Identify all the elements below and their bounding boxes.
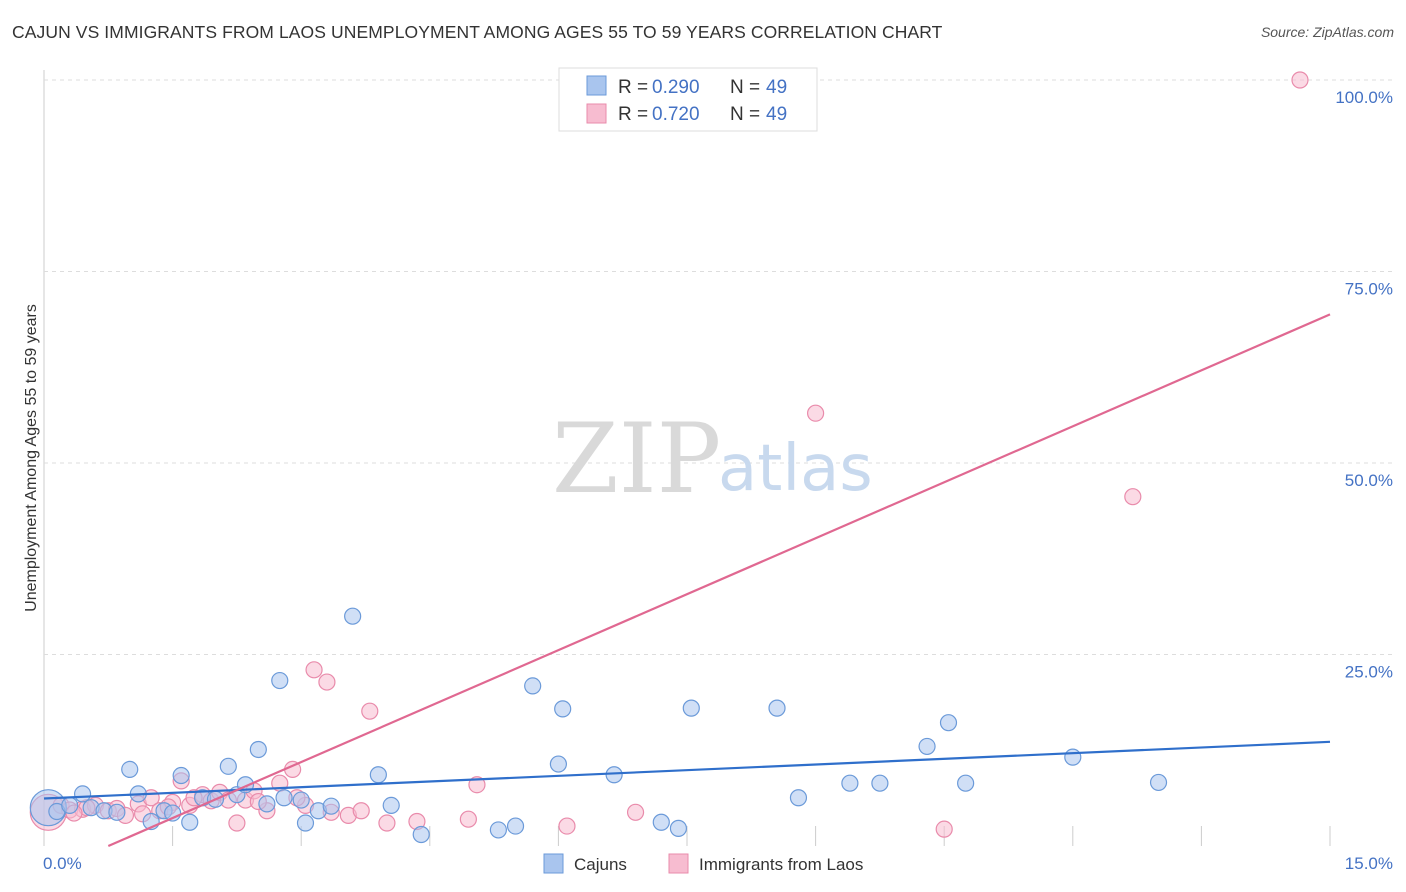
cajun-point-47 — [1064, 748, 1082, 766]
laos-point-33 — [459, 810, 477, 828]
bottom-legend-swatch-cajun — [543, 853, 564, 874]
laos-point-36 — [626, 803, 645, 821]
legend-n-value-laos: 49 — [766, 104, 787, 125]
laos-point-37 — [806, 404, 825, 422]
cajun-point-16 — [219, 757, 237, 775]
cajun-point-12 — [172, 766, 190, 785]
cajun-point-36 — [605, 766, 623, 784]
source-credit: Source: ZipAtlas.com — [1260, 24, 1394, 40]
cajun-point-29 — [382, 796, 400, 815]
cajun-point-21 — [271, 671, 289, 690]
cajun-points — [29, 607, 1168, 844]
laos-point-34 — [468, 776, 486, 794]
cajun-point-7 — [121, 760, 139, 779]
watermark-atlas: atlas — [718, 432, 873, 506]
cajun-point-24 — [296, 814, 315, 832]
cajun-point-32 — [506, 817, 525, 835]
cajun-point-46 — [957, 774, 975, 792]
cajun-point-34 — [549, 755, 568, 773]
cajun-point-20 — [258, 795, 276, 813]
trend-lines — [43, 313, 1331, 848]
laos-point-38 — [935, 820, 953, 838]
laos-point-35 — [558, 817, 576, 835]
legend-n-value-cajun: 49 — [766, 77, 787, 98]
bottom-legend-swatch-laos — [668, 853, 689, 874]
y-tick-label-1: 50.0% — [1345, 471, 1393, 490]
cajun-point-13 — [181, 813, 199, 831]
y-tick-label-3: 100.0% — [1335, 88, 1393, 107]
bottom-legend: Cajuns Immigrants from Laos — [543, 853, 863, 874]
cajun-point-44 — [918, 737, 936, 756]
cajun-point-27 — [344, 607, 362, 625]
cajun-point-2 — [61, 796, 79, 815]
cajun-point-37 — [652, 813, 670, 831]
chart-title: CAJUN VS IMMIGRANTS FROM LAOS UNEMPLOYME… — [12, 22, 943, 42]
cajun-point-28 — [369, 766, 387, 784]
grid-layer — [43, 70, 1394, 846]
legend-r-value-cajun: 0.290 — [652, 77, 700, 98]
legend-r-label-laos: R = — [618, 104, 648, 125]
y-tick-label-2: 75.0% — [1345, 280, 1393, 299]
cajun-point-26 — [322, 797, 340, 815]
legend-n-label-laos: N = — [730, 104, 760, 125]
y-tick-label-0: 25.0% — [1345, 663, 1393, 682]
top-legend: R = 0.290 N = 49 R = 0.720 N = 49 — [558, 67, 818, 132]
x-tick-labels: 0.0% 15.0% — [43, 854, 1393, 873]
cajun-point-6 — [108, 803, 126, 821]
y-tick-labels: 25.0% 50.0% 75.0% 100.0% — [1335, 88, 1393, 682]
laos-point-26 — [318, 673, 336, 691]
cajun-point-33 — [524, 677, 542, 695]
cajun-point-41 — [789, 789, 808, 807]
legend-n-label-cajun: N = — [730, 77, 760, 98]
cajun-point-30 — [412, 825, 430, 844]
cajun-point-40 — [768, 699, 786, 717]
watermark-zip: ZIP — [552, 403, 721, 515]
laos-point-29 — [352, 802, 370, 820]
bottom-legend-label-cajun: Cajuns — [574, 855, 627, 874]
y-axis-title: Unemployment Among Ages 55 to 59 years — [23, 304, 40, 612]
laos-trend-line — [107, 313, 1331, 848]
x-tick-label-1: 15.0% — [1345, 854, 1393, 873]
cajun-point-31 — [489, 821, 507, 839]
laos-point-30 — [361, 702, 379, 720]
legend-r-label-cajun: R = — [618, 77, 648, 98]
cajun-point-43 — [871, 774, 889, 792]
cajun-point-19 — [249, 740, 267, 759]
laos-point-39 — [1124, 488, 1142, 506]
cajun-point-42 — [841, 774, 859, 792]
cajun-point-23 — [292, 791, 310, 809]
laos-point-18 — [228, 814, 246, 832]
cajun-point-3 — [73, 785, 92, 803]
x-tick-label-0: 0.0% — [43, 854, 82, 873]
laos-point-31 — [378, 814, 396, 832]
cajun-point-35 — [554, 700, 572, 718]
cajun-point-22 — [275, 789, 293, 807]
legend-swatch-cajun — [586, 75, 607, 96]
cajun-point-38 — [669, 819, 688, 837]
cajun-point-39 — [682, 699, 700, 717]
bottom-legend-label-laos: Immigrants from Laos — [699, 855, 863, 874]
cajun-point-45 — [939, 714, 958, 732]
legend-r-value-laos: 0.720 — [652, 104, 700, 125]
laos-point-25 — [305, 661, 323, 679]
cajun-point-48 — [1149, 773, 1168, 792]
laos-point-40 — [1291, 71, 1309, 89]
cajun-trend-line — [43, 740, 1331, 800]
legend-swatch-laos — [586, 103, 607, 124]
